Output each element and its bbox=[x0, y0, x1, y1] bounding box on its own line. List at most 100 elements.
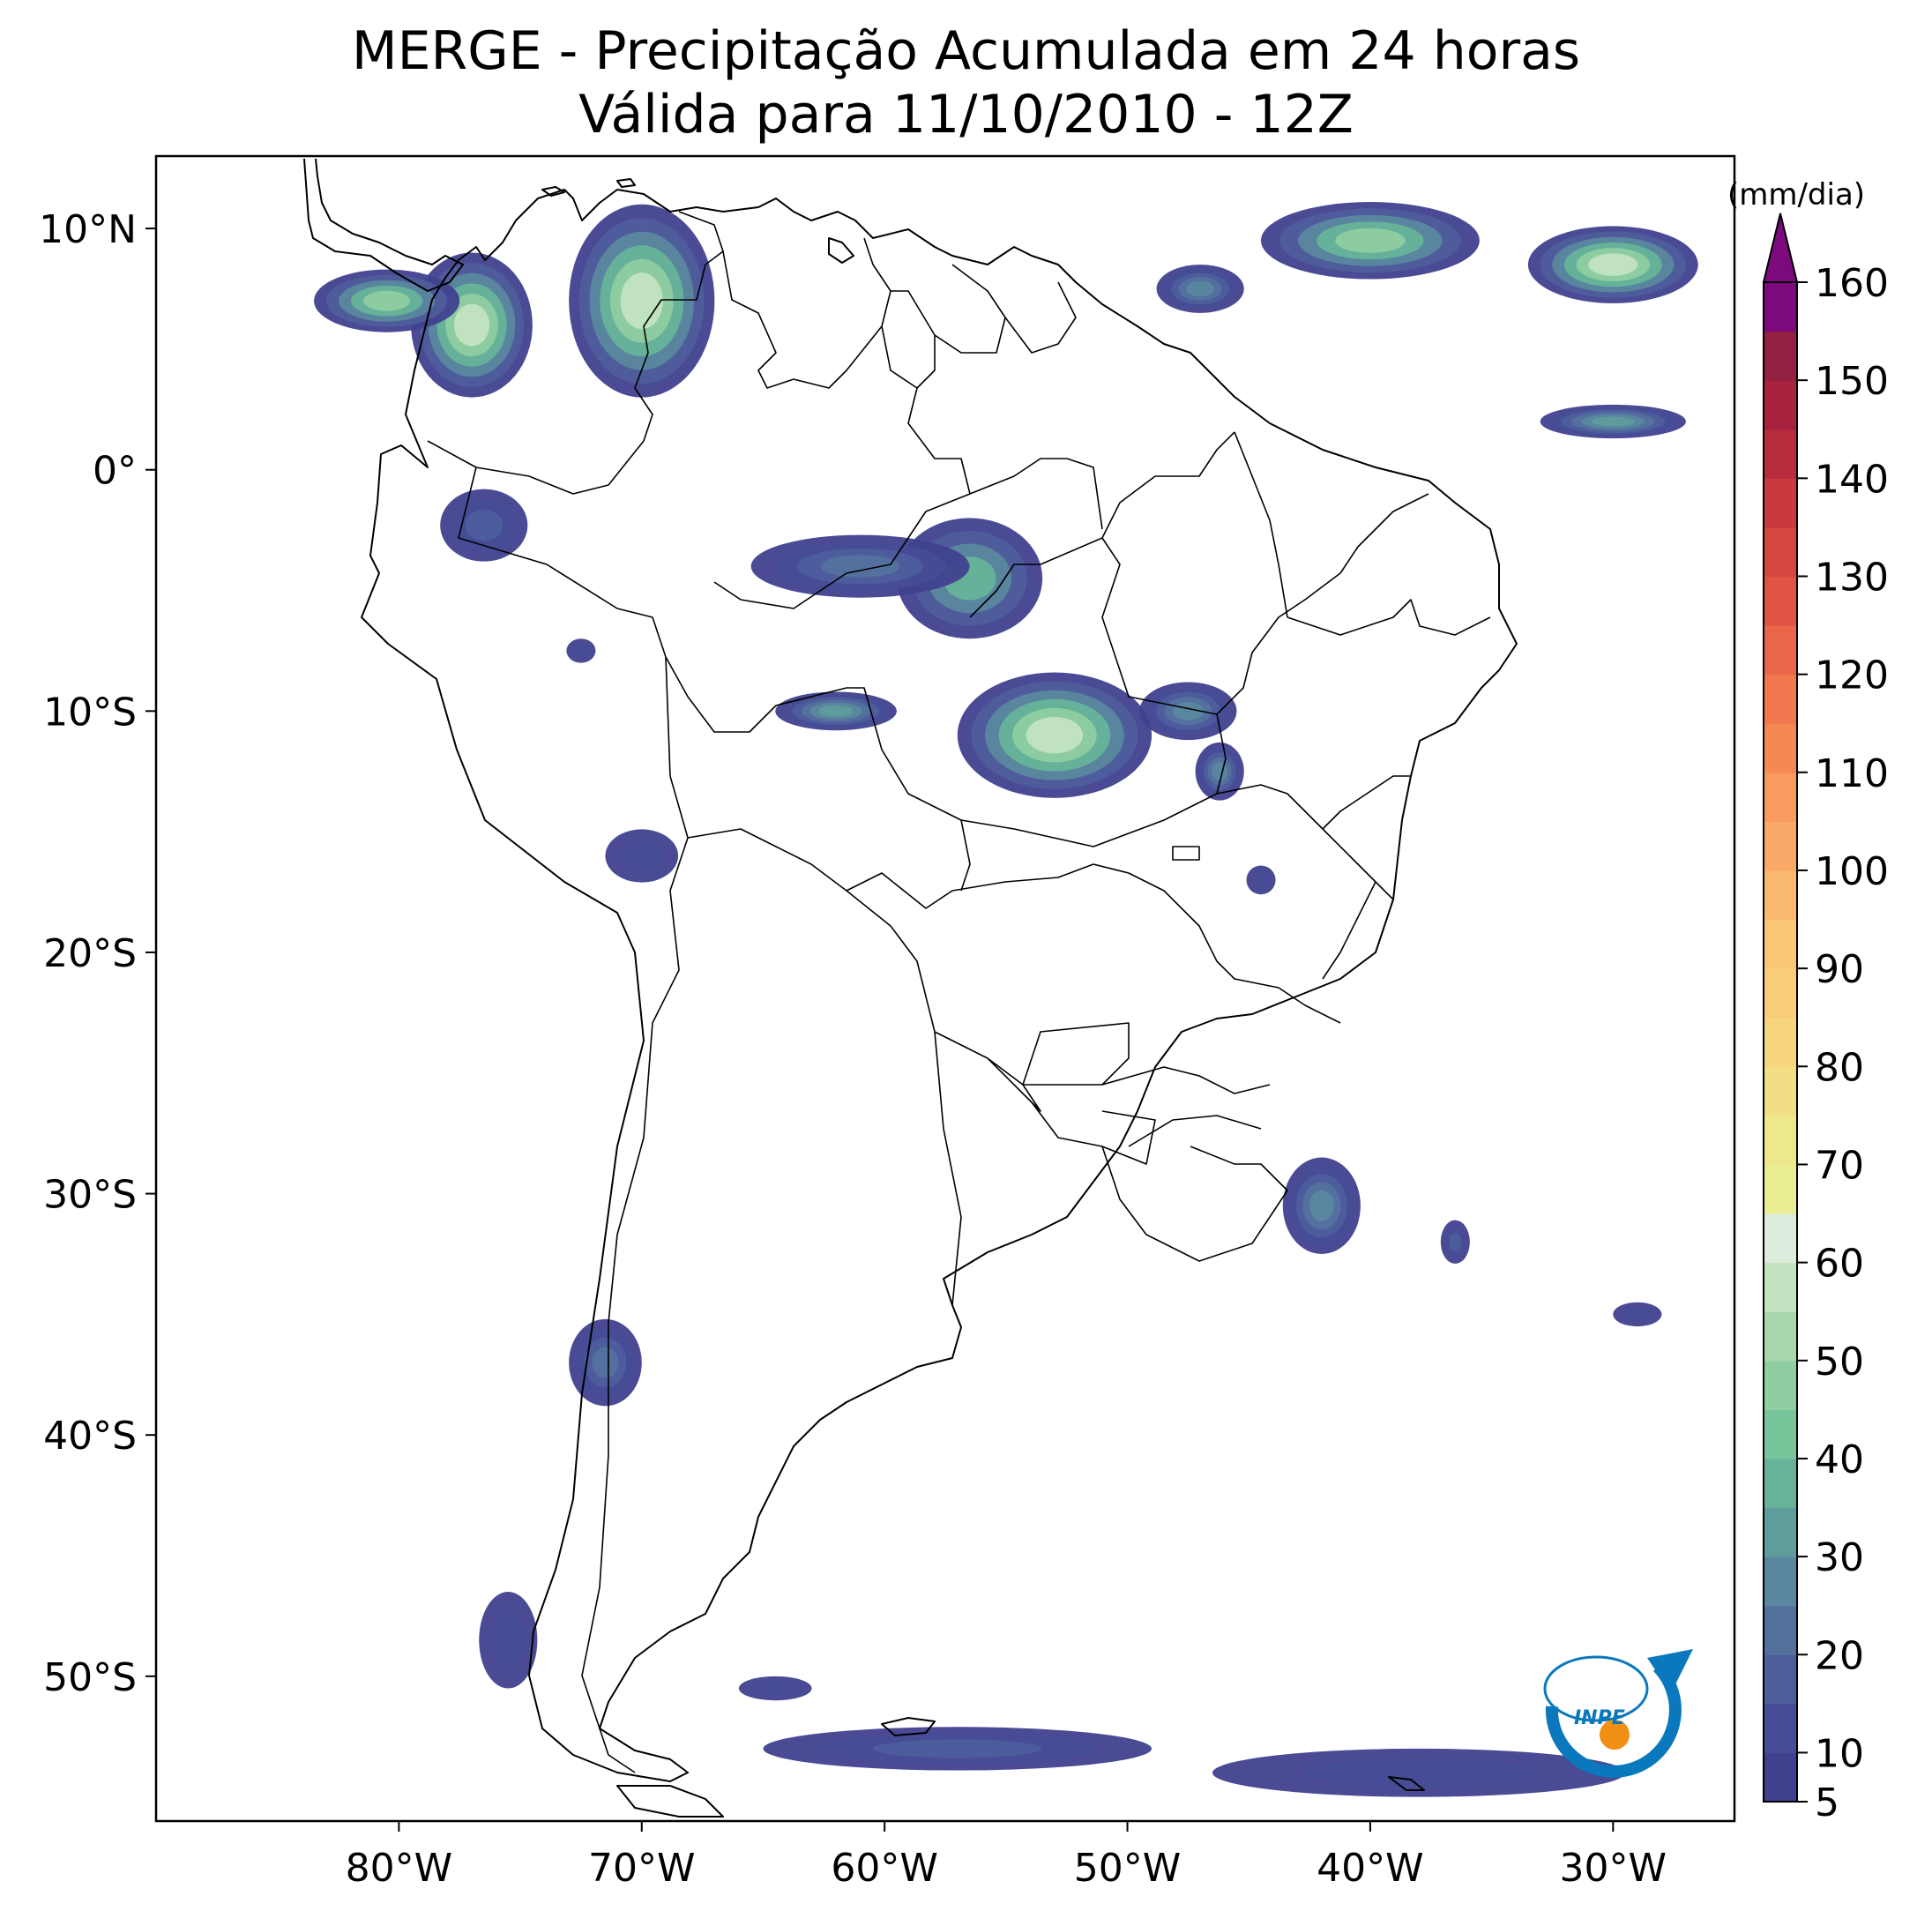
precip-area-atlantic-north-c bbox=[1156, 265, 1244, 313]
precip-contour bbox=[820, 555, 900, 579]
colombia-border bbox=[427, 211, 724, 495]
lat-tick-label: 10°S bbox=[43, 690, 137, 735]
longitude-axis: 80°W 70°W 60°W 50°W 40°W 30°W bbox=[346, 1821, 1667, 1891]
colorbar-tick-label: 120 bbox=[1815, 653, 1889, 698]
map-frame bbox=[154, 154, 1736, 1823]
precip-area-atlantic-north-b bbox=[1527, 226, 1698, 303]
lat-tick-label: 10°N bbox=[39, 207, 137, 252]
brazil-state-ro-mt bbox=[960, 537, 1227, 847]
colorbar-unit-label: (mm/dia) bbox=[1727, 177, 1865, 213]
colorbar-tick-label: 130 bbox=[1815, 555, 1889, 600]
colorbar-segment bbox=[1764, 625, 1797, 676]
colorbar-segment bbox=[1764, 380, 1797, 430]
colorbar-segment bbox=[1764, 1017, 1797, 1067]
colorbar-segment bbox=[1764, 1654, 1797, 1705]
latitude-axis: 10°N 0° 10°S 20°S 30°S 40°S 50°S bbox=[39, 207, 156, 1700]
colorbar-tick-label: 70 bbox=[1815, 1143, 1864, 1188]
colorbar-segment bbox=[1764, 1066, 1797, 1116]
south-america-coastline bbox=[361, 189, 1518, 1782]
colorbar-segment bbox=[1764, 1556, 1797, 1607]
colorbar-tick-label: 20 bbox=[1815, 1633, 1864, 1678]
precip-contour bbox=[873, 1739, 1042, 1758]
precip-area-bahia-west bbox=[1195, 742, 1244, 801]
brazil-state-to-ma bbox=[1216, 493, 1429, 715]
colorbar-frame bbox=[1763, 281, 1798, 1803]
precip-contour bbox=[1335, 228, 1406, 253]
colorbar-tick-label: 160 bbox=[1815, 261, 1889, 306]
precip-area-falklands bbox=[738, 1676, 812, 1701]
precip-contour bbox=[363, 290, 411, 311]
colorbar-segment bbox=[1764, 478, 1797, 528]
colorbar-segment bbox=[1764, 1752, 1797, 1803]
precip-area-rondonia bbox=[775, 691, 897, 731]
tierra-del-fuego bbox=[616, 1785, 724, 1818]
precip-area-atlantic-south-b bbox=[1440, 1220, 1470, 1264]
colorbar-segment bbox=[1764, 919, 1797, 969]
brazil-state-pa bbox=[1101, 431, 1235, 539]
precip-area-bolivia bbox=[605, 829, 679, 883]
paraguay-border bbox=[934, 1031, 1041, 1112]
brazil-state-ms-sp bbox=[1128, 872, 1341, 1024]
colorbar-segment bbox=[1764, 674, 1797, 724]
colorbar-tick-label: 5 bbox=[1815, 1780, 1839, 1825]
colorbar-segment bbox=[1764, 1458, 1797, 1509]
guiana-border bbox=[1004, 281, 1077, 354]
colorbar-tick-label: 60 bbox=[1815, 1242, 1864, 1287]
uruguay-border bbox=[1101, 1146, 1288, 1262]
colorbar-tick-label: 140 bbox=[1815, 457, 1889, 502]
colorbar-tick-label: 100 bbox=[1815, 849, 1889, 894]
precip-contour bbox=[491, 1612, 526, 1668]
brazil-state-am-pa bbox=[969, 458, 1103, 530]
precip-area-ecuador-north bbox=[440, 489, 528, 562]
precip-contour bbox=[1449, 1232, 1462, 1251]
precip-contour bbox=[572, 644, 590, 658]
brazil-state-rj bbox=[1322, 881, 1376, 980]
lat-tick-label: 40°S bbox=[43, 1414, 137, 1459]
lat-tick-label: 50°S bbox=[43, 1655, 137, 1700]
precip-contour bbox=[621, 840, 663, 871]
precip-contour bbox=[1186, 280, 1215, 297]
country-borders bbox=[427, 211, 1491, 1773]
colorbar-tick-label: 30 bbox=[1815, 1535, 1864, 1580]
colorbar-segment bbox=[1764, 1164, 1797, 1214]
logo-orbit bbox=[1543, 1655, 1649, 1722]
brazil-state-pr bbox=[1101, 1066, 1271, 1094]
colorbar-segment bbox=[1764, 968, 1797, 1019]
lon-tick-label: 40°W bbox=[1317, 1846, 1424, 1891]
colorbar-segment bbox=[1764, 1262, 1797, 1312]
ecuador-peru-border bbox=[458, 467, 667, 658]
colorbar-tick-label: 80 bbox=[1815, 1045, 1864, 1090]
colorbar-extend-arrow-icon bbox=[1762, 213, 1799, 283]
brazil-west-border bbox=[665, 656, 971, 892]
brazil-state-sc-rs bbox=[1128, 1115, 1262, 1147]
colorbar-segment bbox=[1764, 576, 1797, 626]
precip-area-chile-central bbox=[569, 1318, 642, 1407]
caribbean-islands bbox=[541, 178, 854, 264]
map-subtitle: Válida para 11/10/2010 - 12Z bbox=[578, 84, 1354, 146]
colorbar-tick-label: 110 bbox=[1815, 751, 1889, 796]
precipitation-layer bbox=[314, 201, 1698, 1797]
brazil-state-ma-pi bbox=[1234, 431, 1288, 618]
precip-area-mato-grosso bbox=[957, 672, 1152, 798]
colorbar-segment bbox=[1764, 821, 1797, 871]
colorbar-segment bbox=[1764, 723, 1797, 773]
falkland-islands bbox=[881, 1717, 936, 1736]
bolivia-paraguay-border bbox=[846, 863, 1130, 909]
precip-contour bbox=[465, 509, 504, 541]
colorbar-tick-label: 50 bbox=[1815, 1340, 1864, 1385]
lon-tick-label: 60°W bbox=[831, 1846, 938, 1891]
central-america-coastline bbox=[303, 158, 464, 292]
colorbar-segment bbox=[1764, 1115, 1797, 1166]
south-georgia bbox=[1388, 1776, 1425, 1791]
precip-area-tocantins bbox=[1139, 682, 1237, 741]
lat-tick-label: 0° bbox=[93, 449, 137, 494]
federal-district bbox=[1172, 846, 1200, 861]
colorbar-segment bbox=[1764, 1409, 1797, 1459]
argentina-chile-border bbox=[581, 656, 689, 1773]
precip-area-atlantic-south-east bbox=[1613, 1302, 1662, 1327]
colorbar-segment bbox=[1764, 526, 1797, 578]
precip-area-panama bbox=[314, 269, 460, 332]
precip-contour bbox=[1252, 871, 1270, 889]
lon-tick-label: 80°W bbox=[346, 1846, 453, 1891]
